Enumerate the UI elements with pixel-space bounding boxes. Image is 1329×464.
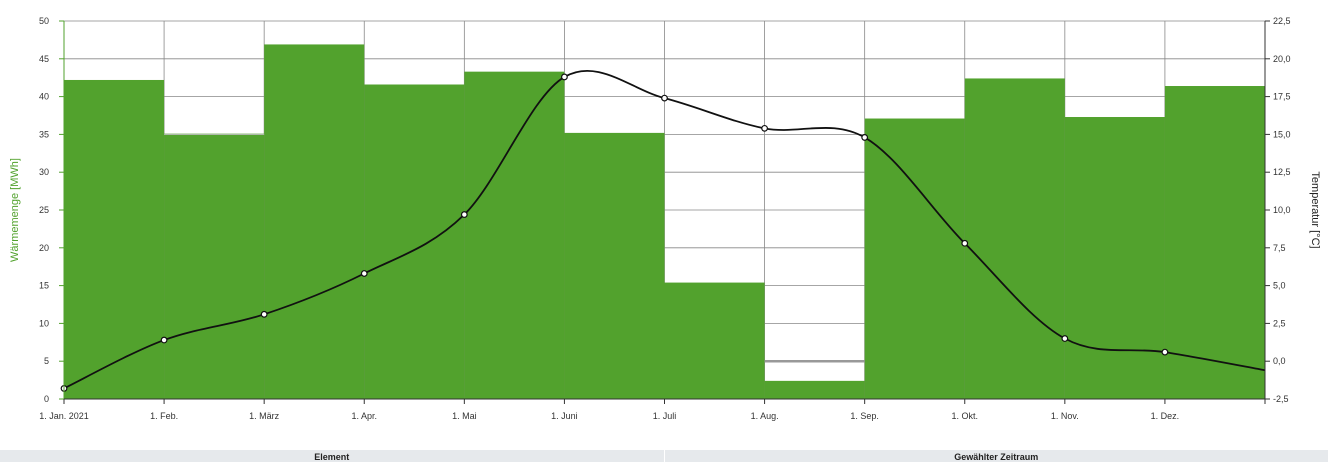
temperature-point bbox=[562, 74, 568, 80]
y-tick-label-right: 7,5 bbox=[1273, 243, 1286, 253]
y-tick-label-right: -2,5 bbox=[1273, 394, 1289, 404]
temperature-point bbox=[862, 135, 868, 141]
table-header: Element Gewählter Zeitraum bbox=[0, 450, 1329, 462]
x-tick-label: 1. Dez. bbox=[1151, 411, 1180, 421]
x-tick-label: 1. Apr. bbox=[351, 411, 377, 421]
x-tick-label: 1. Mai bbox=[452, 411, 477, 421]
x-tick-label: 1. Jan. 2021 bbox=[39, 411, 89, 421]
y-axis-right-title: Temperatur [°C] bbox=[1309, 171, 1321, 248]
y-axis-left-title: Wärmemenge [MWh] bbox=[9, 158, 21, 262]
bar bbox=[64, 80, 164, 399]
x-tick-label: 1. Aug. bbox=[751, 411, 779, 421]
x-tick-label: 1. Okt. bbox=[951, 411, 978, 421]
bar bbox=[464, 72, 564, 399]
bar bbox=[865, 119, 965, 399]
temperature-point bbox=[962, 240, 968, 246]
temperature-point bbox=[662, 95, 668, 101]
y-tick-label-right: 15,0 bbox=[1273, 129, 1291, 139]
bar bbox=[264, 44, 364, 399]
x-tick-label: 1. März bbox=[249, 411, 280, 421]
chart-container: 0 5 10 15 20 25 30 35 40 45 50 -2,5 0,0 2,5 5,0 7,5 10,0… bbox=[0, 0, 1329, 440]
y-tick-label-left: 35 bbox=[39, 129, 49, 139]
x-tick-label: 1. Juni bbox=[551, 411, 578, 421]
y-tick-label-left: 5 bbox=[44, 356, 49, 366]
bar bbox=[765, 381, 865, 399]
y-tick-label-right: 10,0 bbox=[1273, 205, 1291, 215]
column-header-period[interactable]: Gewählter Zeitraum bbox=[665, 450, 1329, 462]
x-tick-label: 1. Nov. bbox=[1051, 411, 1079, 421]
y-tick-label-left: 45 bbox=[39, 54, 49, 64]
temperature-point bbox=[1162, 349, 1168, 355]
y-tick-label-right: 0,0 bbox=[1273, 356, 1286, 366]
y-tick-label-left: 0 bbox=[44, 394, 49, 404]
temperature-point bbox=[161, 337, 167, 343]
y-tick-label-left: 50 bbox=[39, 16, 49, 26]
temperature-point bbox=[462, 212, 468, 218]
bar bbox=[1165, 86, 1265, 399]
y-tick-label-left: 40 bbox=[39, 92, 49, 102]
bar bbox=[965, 78, 1065, 399]
y-tick-label-left: 20 bbox=[39, 243, 49, 253]
y-tick-label-left: 10 bbox=[39, 318, 49, 328]
x-tick-label: 1. Sep. bbox=[850, 411, 879, 421]
temperature-point bbox=[361, 271, 367, 277]
column-header-element[interactable]: Element bbox=[0, 450, 665, 462]
y-tick-label-right: 22,5 bbox=[1273, 16, 1291, 26]
combo-chart: 0 5 10 15 20 25 30 35 40 45 50 -2,5 0,0 2,5 5,0 7,5 10,0… bbox=[0, 0, 1329, 440]
y-tick-label-right: 12,5 bbox=[1273, 167, 1291, 177]
y-tick-label-right: 5,0 bbox=[1273, 281, 1286, 291]
bar bbox=[665, 283, 765, 399]
bar bbox=[364, 85, 464, 399]
x-tick-label: 1. Feb. bbox=[150, 411, 178, 421]
bar bbox=[164, 134, 264, 399]
y-tick-label-right: 2,5 bbox=[1273, 318, 1286, 328]
x-tick-label: 1. Juli bbox=[653, 411, 677, 421]
y-tick-label-right: 20,0 bbox=[1273, 54, 1291, 64]
bar bbox=[564, 133, 664, 399]
bar bbox=[1065, 117, 1165, 399]
y-tick-label-left: 25 bbox=[39, 205, 49, 215]
temperature-point bbox=[1062, 336, 1068, 342]
y-tick-label-right: 17,5 bbox=[1273, 92, 1291, 102]
y-tick-label-left: 15 bbox=[39, 281, 49, 291]
temperature-point bbox=[762, 126, 768, 132]
temperature-point bbox=[261, 312, 267, 318]
y-tick-label-left: 30 bbox=[39, 167, 49, 177]
